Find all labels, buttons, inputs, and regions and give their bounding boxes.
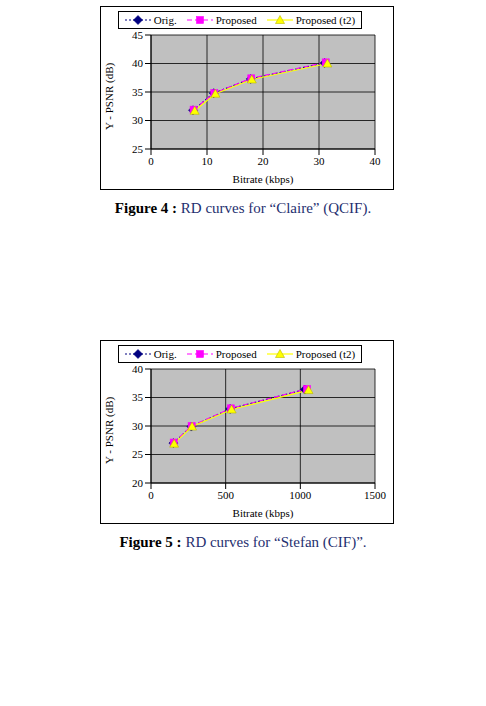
html-text:Proposed (t2): Proposed (t2) — [295, 348, 356, 360]
svg-text:Y - PSNR (dB): Y - PSNR (dB) — [103, 397, 116, 464]
html-text:Orig.: Orig. — [153, 14, 177, 26]
svg-text:10: 10 — [202, 155, 214, 167]
svg-text:20: 20 — [132, 477, 144, 489]
svg-text:Bitrate (kbps): Bitrate (kbps) — [233, 507, 294, 520]
svg-text:30: 30 — [132, 420, 144, 432]
svg-text:20: 20 — [258, 155, 270, 167]
html-text:Proposed: Proposed — [215, 348, 257, 360]
svg-text:500: 500 — [217, 489, 234, 501]
svg-text:40: 40 — [132, 363, 144, 375]
svg-text:Bitrate (kbps): Bitrate (kbps) — [233, 173, 294, 186]
html-text:Figure 5 : RD curves for “Stef: Figure 5 : RD curves for “Stefan (CIF)”. — [119, 534, 367, 550]
svg-text:0: 0 — [148, 155, 154, 167]
svg-text:Y - PSNR (dB): Y - PSNR (dB) — [103, 63, 116, 130]
svg-text:25: 25 — [132, 143, 144, 155]
svg-text:45: 45 — [132, 29, 144, 41]
html-text:Proposed (t2): Proposed (t2) — [295, 14, 356, 26]
html-text:Orig.: Orig. — [153, 348, 177, 360]
svg-text:0: 0 — [148, 489, 154, 501]
svg-text:25: 25 — [132, 448, 144, 460]
svg-text:30: 30 — [132, 114, 144, 126]
html-text:Proposed: Proposed — [215, 14, 257, 26]
svg-text:40: 40 — [132, 57, 144, 69]
svg-text:40: 40 — [370, 155, 382, 167]
html-text:Figure 4 : RD curves for “Clai: Figure 4 : RD curves for “Claire” (QCIF)… — [114, 200, 372, 216]
svg-text:30: 30 — [314, 155, 326, 167]
svg-text:35: 35 — [132, 86, 144, 98]
svg-text:35: 35 — [132, 391, 144, 403]
svg-text:1000: 1000 — [289, 489, 312, 501]
svg-text:1500: 1500 — [364, 489, 387, 501]
